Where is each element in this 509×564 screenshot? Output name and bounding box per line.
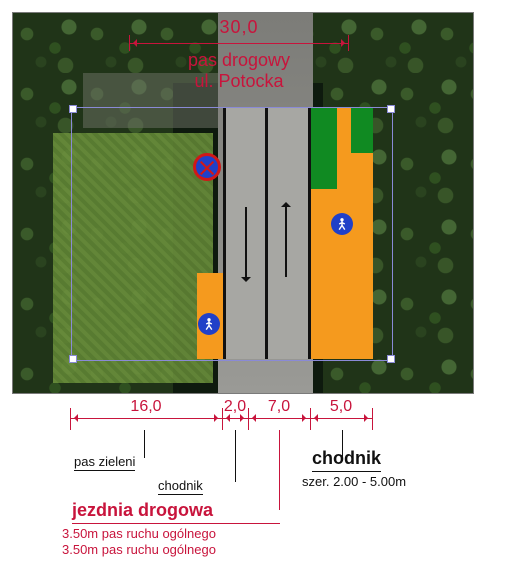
label-paszieleni: pas zieleni (74, 454, 135, 471)
label-chodnik-title: chodnik (312, 448, 381, 472)
dim-s1: 16,0 (130, 398, 161, 416)
sel-handle (69, 355, 77, 363)
leader-chodnik-small (235, 430, 236, 482)
no-stopping-sign-icon (193, 153, 221, 181)
leader-road (279, 430, 280, 510)
sel-handle (387, 355, 395, 363)
leader-paszieleni (144, 430, 145, 458)
label-road-lane2: 3.50m pas ruchu ogólnego (62, 542, 216, 557)
dim-s4: 5,0 (330, 398, 352, 416)
label-chodnik-small: chodnik (158, 478, 203, 495)
aerial-photo: 30,0 pas drogowy ul. Potocka (12, 12, 474, 394)
diagram-frame: 30,0 pas drogowy ul. Potocka 16, (12, 12, 482, 552)
dim-s2: 2,0 (224, 398, 246, 416)
pedestrian-sign-icon (331, 213, 353, 235)
label-road-title: jezdnia drogowa (72, 500, 280, 524)
label-road-lane1: 3.50m pas ruchu ogólnego (62, 526, 216, 541)
sel-handle (387, 105, 395, 113)
sel-handle (69, 105, 77, 113)
pedestrian-sign-icon (198, 313, 220, 335)
label-chodnik-sub: szer. 2.00 - 5.00m (302, 474, 406, 489)
dim-s3: 7,0 (268, 398, 290, 416)
bottom-dimensions: 16,0 2,0 7,0 5,0 pas zieleni chodnik cho… (12, 400, 482, 550)
